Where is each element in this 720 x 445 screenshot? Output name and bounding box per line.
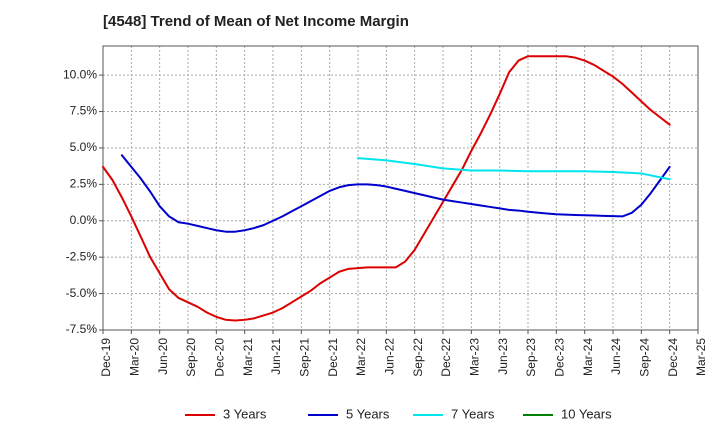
plot-area <box>102 45 699 331</box>
y-tick-label: 0.0% <box>70 213 98 227</box>
x-tick-label: Dec-20 <box>213 338 227 377</box>
x-tick-label: Mar-20 <box>128 338 142 376</box>
y-tick-label: 5.0% <box>70 140 98 154</box>
x-tick-label: Sep-22 <box>411 338 425 377</box>
x-tick-label: Dec-24 <box>666 338 680 377</box>
x-tick-label: Jun-20 <box>156 338 170 375</box>
x-tick-label: Dec-21 <box>326 338 340 377</box>
legend-label: 3 Years <box>223 406 267 421</box>
series-line-7-years <box>357 157 671 181</box>
x-tick-label: Mar-24 <box>581 338 595 376</box>
legend-label: 10 Years <box>561 406 612 421</box>
y-tick-label: -2.5% <box>66 249 98 263</box>
x-tick-label: Dec-23 <box>553 338 567 377</box>
y-tick-label: -5.0% <box>66 286 98 300</box>
y-tick-label: 7.5% <box>70 104 98 118</box>
x-tick-label: Sep-23 <box>524 338 538 377</box>
series-line-3-years <box>102 55 671 322</box>
legend-item: 7 Years <box>413 406 495 421</box>
y-tick-label: -7.5% <box>66 322 98 336</box>
x-tick-label: Jun-24 <box>609 338 623 375</box>
x-tick-label: Mar-22 <box>354 338 368 376</box>
legend-item: 3 Years <box>185 406 267 421</box>
legend-label: 7 Years <box>451 406 495 421</box>
y-tick-label: 2.5% <box>70 177 98 191</box>
y-tick-label: 10.0% <box>63 67 97 81</box>
legend-label: 5 Years <box>346 406 390 421</box>
x-tick-label: Dec-19 <box>99 338 113 377</box>
x-tick-label: Mar-21 <box>241 338 255 376</box>
legend-item: 5 Years <box>308 406 390 421</box>
chart-title: [4548] Trend of Mean of Net Income Margi… <box>103 13 409 30</box>
x-tick-label: Sep-20 <box>184 338 198 377</box>
x-tick-label: Jun-22 <box>383 338 397 375</box>
x-tick-label: Jun-23 <box>496 338 510 375</box>
x-tick-label: Jun-21 <box>269 338 283 375</box>
x-tick-label: Dec-22 <box>439 338 453 377</box>
x-tick-label: Mar-23 <box>468 338 482 376</box>
series-line-5-years <box>120 154 671 233</box>
legend-item: 10 Years <box>523 406 612 421</box>
x-tick-label: Mar-25 <box>694 338 708 376</box>
x-tick-label: Sep-24 <box>638 338 652 377</box>
x-tick-label: Sep-21 <box>298 338 312 377</box>
